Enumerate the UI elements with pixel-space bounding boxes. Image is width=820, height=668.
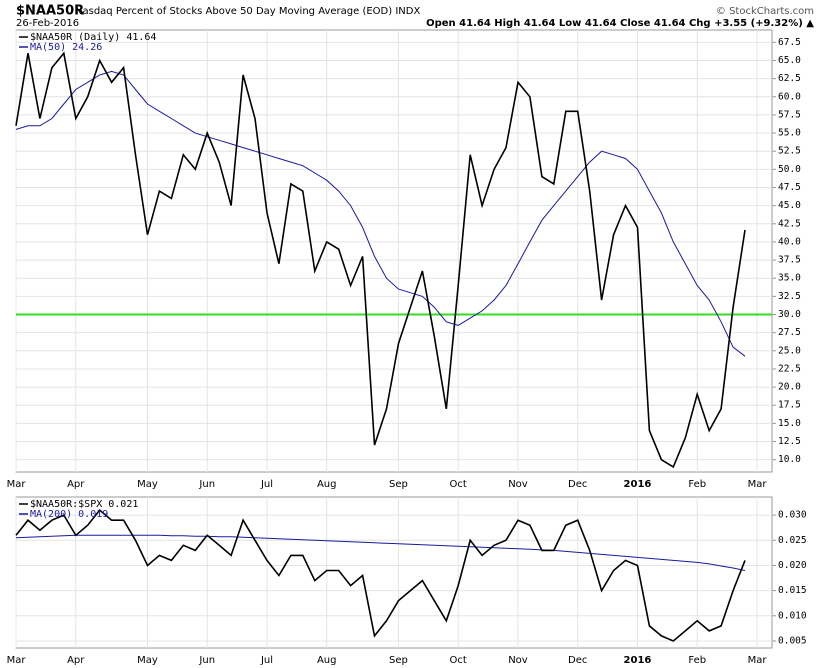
y-tick-label: 40.0: [778, 236, 801, 247]
y-tick-label: 45.0: [778, 200, 801, 211]
y-tick-label: 20.0: [778, 382, 801, 393]
y-tick-label: 57.5: [778, 109, 801, 120]
y-tick-label: 37.5: [778, 255, 801, 266]
y-tick-label: 42.5: [778, 218, 801, 229]
y-tick-label: 0.020: [778, 560, 807, 571]
y-tick-label: 0.015: [778, 585, 807, 596]
source: © StockCharts.com: [716, 6, 814, 17]
series-line: [15, 51, 746, 469]
x-tick-label: Aug: [317, 655, 337, 666]
y-tick-label: 27.5: [778, 327, 801, 338]
x-tick-label: Mar: [7, 479, 27, 490]
y-tick-label: 62.5: [778, 73, 801, 84]
x-tick-label: May: [137, 479, 158, 490]
description: Nasdaq Percent of Stocks Above 50 Day Mo…: [75, 6, 420, 17]
series-line: [15, 508, 746, 642]
x-tick-label: Feb: [688, 479, 706, 490]
y-tick-label: 25.0: [778, 345, 801, 356]
x-tick-label: 2016: [624, 655, 652, 666]
date: 26-Feb-2016: [16, 18, 79, 29]
y-tick-label: 30.0: [778, 309, 801, 320]
quote: Open 41.64 High 41.64 Low 41.64 Close 41…: [426, 18, 814, 29]
x-tick-label: Jun: [198, 479, 215, 490]
x-tick-label: Aug: [317, 479, 337, 490]
y-tick-label: 50.0: [778, 164, 801, 175]
legend-label: MA(200) 0.019: [30, 509, 108, 520]
legend-label: $NAA50R (Daily) 41.64: [30, 32, 156, 43]
x-tick-label: Jul: [260, 479, 273, 490]
y-tick-label: 65.0: [778, 55, 801, 66]
y-tick-label: 60.0: [778, 91, 801, 102]
y-tick-label: 35.0: [778, 273, 801, 284]
x-tick-label: Mar: [748, 479, 768, 490]
y-tick-label: 55.0: [778, 128, 801, 139]
y-tick-label: 32.5: [778, 291, 801, 302]
x-tick-label: Oct: [450, 479, 467, 490]
symbol: $NAA50R: [16, 4, 84, 19]
y-tick-label: 0.025: [778, 535, 807, 546]
y-tick-label: 0.005: [778, 635, 807, 646]
x-tick-label: Apr: [67, 655, 85, 666]
x-tick-label: Apr: [67, 479, 85, 490]
y-tick-label: 15.0: [778, 418, 801, 429]
x-tick-label: Dec: [568, 479, 587, 490]
y-tick-label: 10.0: [778, 454, 801, 465]
series-line: [15, 534, 746, 571]
y-tick-label: 47.5: [778, 182, 801, 193]
y-tick-label: 22.5: [778, 363, 801, 374]
x-tick-label: May: [137, 655, 158, 666]
x-tick-label: Jun: [198, 655, 215, 666]
x-tick-label: Sep: [389, 479, 408, 490]
x-tick-label: Nov: [508, 479, 528, 490]
y-tick-label: 0.010: [778, 610, 807, 621]
plot-frame: [15, 29, 773, 473]
y-tick-label: 17.5: [778, 400, 801, 411]
y-tick-label: 0.030: [778, 510, 807, 521]
x-tick-label: Jul: [260, 655, 273, 666]
x-tick-label: Mar: [748, 655, 768, 666]
x-tick-label: Oct: [450, 655, 467, 666]
y-tick-label: 12.5: [778, 436, 801, 447]
plot-frame: [15, 496, 773, 649]
legend-label: MA(50) 24.26: [30, 42, 102, 53]
x-tick-label: 2016: [624, 479, 652, 490]
y-tick-label: 67.5: [778, 37, 801, 48]
series-line: [15, 70, 746, 357]
x-tick-label: Sep: [389, 655, 408, 666]
x-tick-label: Dec: [568, 655, 587, 666]
x-tick-label: Mar: [7, 655, 27, 666]
x-tick-label: Feb: [688, 655, 706, 666]
y-tick-label: 52.5: [778, 146, 801, 157]
legend-label: $NAA50R:$SPX 0.021: [30, 499, 138, 510]
x-tick-label: Nov: [508, 655, 528, 666]
